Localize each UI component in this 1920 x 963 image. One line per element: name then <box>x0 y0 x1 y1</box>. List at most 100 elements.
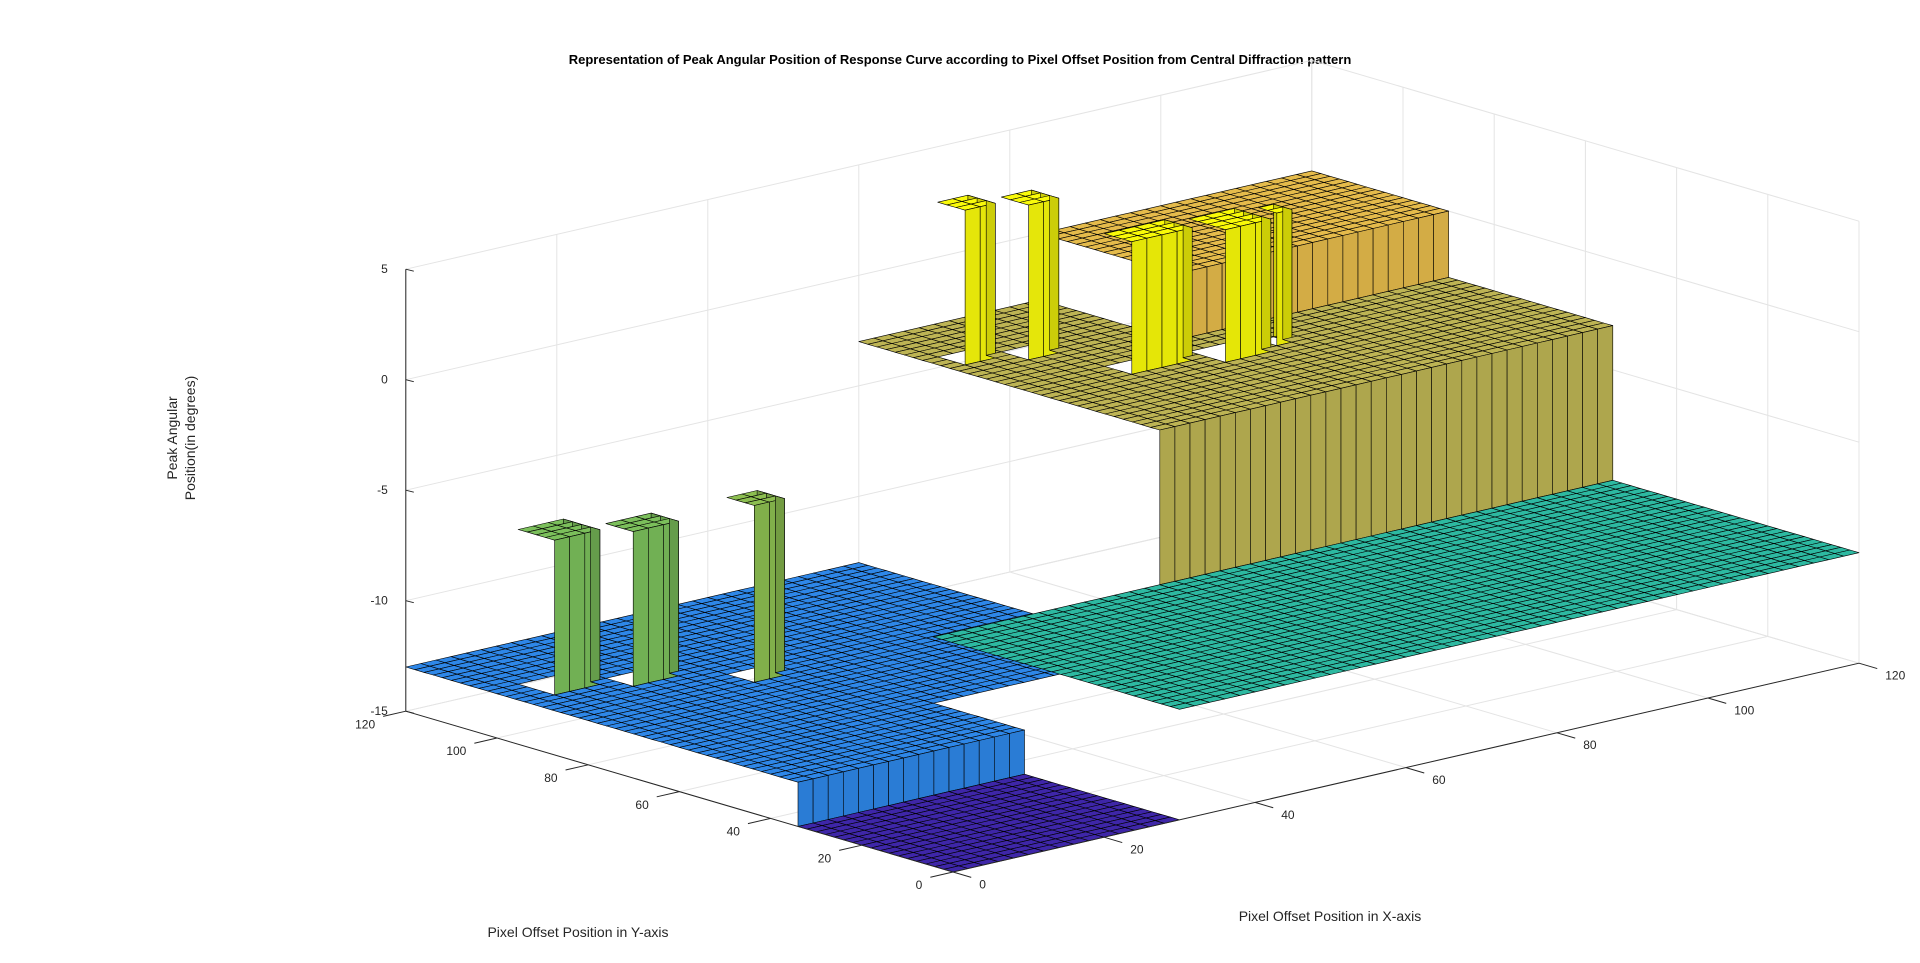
z-tick-label: 5 <box>381 262 388 276</box>
surface-wall <box>632 527 649 687</box>
surface-wall <box>1340 384 1357 544</box>
surface-wall <box>978 736 995 786</box>
surface-wall <box>1403 217 1419 289</box>
surface-wall <box>1567 332 1583 492</box>
axes-grid <box>405 59 1860 873</box>
surface-wall <box>1342 231 1359 303</box>
surface-wall <box>1537 339 1553 499</box>
surface-wall <box>1161 231 1178 368</box>
surface-wall <box>827 771 844 820</box>
surface-wall <box>1355 380 1372 540</box>
surface-wall <box>1189 419 1206 579</box>
surface-wall <box>1174 422 1191 582</box>
x-tick-label: 120 <box>1885 669 1905 683</box>
surface <box>405 170 1860 873</box>
surface-wall <box>1204 415 1221 575</box>
y-tick-label: 80 <box>544 771 558 785</box>
surface-wall <box>812 774 829 824</box>
y-tick-mark <box>474 737 498 744</box>
surface-wall <box>1146 234 1163 372</box>
surface-wall <box>1206 262 1223 334</box>
surface-wall <box>1310 391 1327 551</box>
surface-wall <box>1295 394 1312 554</box>
surface-wall <box>1225 225 1241 363</box>
surface-wall <box>993 733 1010 782</box>
x-tick-mark <box>952 871 972 878</box>
surface-wall <box>1476 353 1493 513</box>
z-tick-mark <box>405 600 414 604</box>
surface-wall <box>858 764 874 813</box>
surface-wall <box>1312 238 1329 310</box>
z-axis-label-line1: Peak Angular <box>164 396 180 480</box>
x-axis-label: Pixel Offset Position in X-axis <box>1239 908 1422 924</box>
surface-wall <box>1506 346 1523 506</box>
surface-wall <box>888 757 905 806</box>
surface-wall <box>1386 374 1402 533</box>
surface-cell <box>1834 549 1860 557</box>
y-tick-mark <box>565 764 589 771</box>
surface-wall <box>797 778 814 827</box>
surface-wall <box>842 767 859 817</box>
surface-wall <box>753 501 770 683</box>
x-tick-label: 100 <box>1734 703 1754 717</box>
surface-wall <box>1372 224 1389 296</box>
surface-wall <box>1159 426 1176 586</box>
surface-wall <box>1240 222 1256 360</box>
surface-wall <box>873 761 889 810</box>
surface-wall <box>1325 387 1342 547</box>
x-tick-label: 40 <box>1281 808 1295 822</box>
surface-wall <box>1131 237 1148 375</box>
surface-wall <box>933 747 950 796</box>
z-tick-label: -5 <box>377 483 388 497</box>
y-tick-label: 0 <box>916 878 923 892</box>
surface-wall <box>1327 235 1344 306</box>
surface-wall <box>1219 412 1236 572</box>
x-tick-label: 0 <box>979 877 986 891</box>
surface-wall <box>1297 242 1313 313</box>
surface-wall <box>1282 206 1293 343</box>
z-tick-mark <box>405 710 414 714</box>
z-tick-mark <box>405 379 414 383</box>
surface-wall <box>1446 360 1463 519</box>
surface-wall <box>1191 266 1208 337</box>
surface-wall <box>1431 363 1447 523</box>
surface-wall <box>647 524 664 684</box>
surface-wall <box>1357 228 1374 299</box>
surface-wall <box>554 536 571 696</box>
surface-wall <box>1521 342 1538 502</box>
surface-wall <box>985 200 996 359</box>
surface-wall <box>1597 325 1614 485</box>
grid-line <box>405 59 1860 270</box>
z-tick-label: 0 <box>381 373 388 387</box>
surface-wall <box>964 206 981 366</box>
surface-wall <box>1009 729 1025 779</box>
surface-wall <box>1182 224 1193 361</box>
surface-wall <box>1049 195 1060 354</box>
y-tick-mark <box>839 844 862 851</box>
y-tick-label: 20 <box>818 851 832 865</box>
surface-wall <box>903 754 920 803</box>
z-axis-label-line2: Position(in degrees) <box>182 376 198 501</box>
surface-wall <box>1401 370 1417 530</box>
surface-wall <box>1235 408 1251 568</box>
x-tick-mark <box>1707 697 1727 704</box>
surface-wall <box>948 743 965 792</box>
surface-wall <box>1387 221 1404 292</box>
x-tick-label: 80 <box>1583 738 1597 752</box>
surface-wall <box>918 750 935 799</box>
z-tick-label: -10 <box>370 594 388 608</box>
surface-wall <box>1433 210 1449 282</box>
x-tick-mark <box>1405 767 1425 774</box>
surface-wall <box>1280 398 1296 558</box>
surface-wall <box>1418 214 1434 285</box>
surface-wall <box>1416 367 1432 526</box>
y-tick-mark <box>383 710 406 717</box>
chart-title: Representation of Peak Angular Position … <box>569 52 1352 67</box>
z-tick-label: -15 <box>370 704 388 718</box>
y-tick-mark <box>656 791 680 798</box>
x-tick-mark <box>1858 662 1878 670</box>
surface-wall <box>1552 335 1568 495</box>
surface-wall <box>1491 349 1508 509</box>
